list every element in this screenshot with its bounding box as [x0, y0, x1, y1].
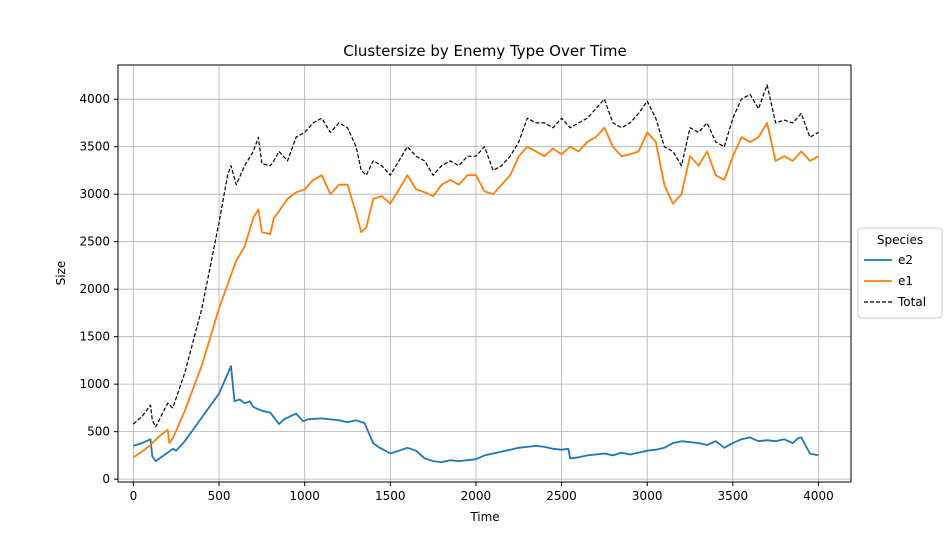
grid [118, 65, 851, 482]
legend-label-total: Total [897, 295, 926, 309]
series-layer [132, 84, 819, 463]
x-tick-label: 500 [208, 489, 231, 503]
y-tick-label: 0 [102, 472, 110, 486]
x-tick-label: 2500 [546, 489, 577, 503]
x-tick-label: 4000 [803, 489, 834, 503]
legend-title: Species [877, 233, 923, 247]
y-tick-label: 500 [87, 425, 110, 439]
series-line-total [133, 84, 819, 428]
y-tick-label: 3000 [79, 187, 110, 201]
x-tick-label: 1500 [375, 489, 406, 503]
x-tick-label: 1000 [289, 489, 320, 503]
plot-frame [117, 64, 852, 483]
y-tick-label: 1000 [79, 377, 110, 391]
y-axis: 0 500 1000 1500 2000 2500 3000 3500 4000 [79, 92, 118, 486]
y-tick-label: 1500 [79, 330, 110, 344]
y-tick-label: 2500 [79, 235, 110, 249]
legend-box [857, 227, 943, 319]
y-tick-label: 2000 [79, 282, 110, 296]
x-tick-label: 0 [130, 489, 138, 503]
x-tick-label: 3500 [718, 489, 749, 503]
chart-title: Clustersize by Enemy Type Over Time [343, 42, 627, 60]
legend-label-e2: e2 [898, 253, 913, 267]
legend-label-e1: e1 [898, 274, 913, 288]
y-axis-label: Size [54, 261, 68, 286]
y-tick-label: 4000 [79, 92, 110, 106]
legend: Species e2 e1 Total [857, 227, 943, 319]
x-tick-label: 2000 [461, 489, 492, 503]
x-axis: 0 500 1000 1500 2000 2500 3000 3500 4000 [130, 482, 834, 503]
series-line-e1 [132, 122, 819, 459]
x-tick-label: 3000 [632, 489, 663, 503]
y-tick-label: 3500 [79, 140, 110, 154]
series-line-e2 [133, 365, 819, 463]
x-axis-label: Time [469, 510, 499, 524]
